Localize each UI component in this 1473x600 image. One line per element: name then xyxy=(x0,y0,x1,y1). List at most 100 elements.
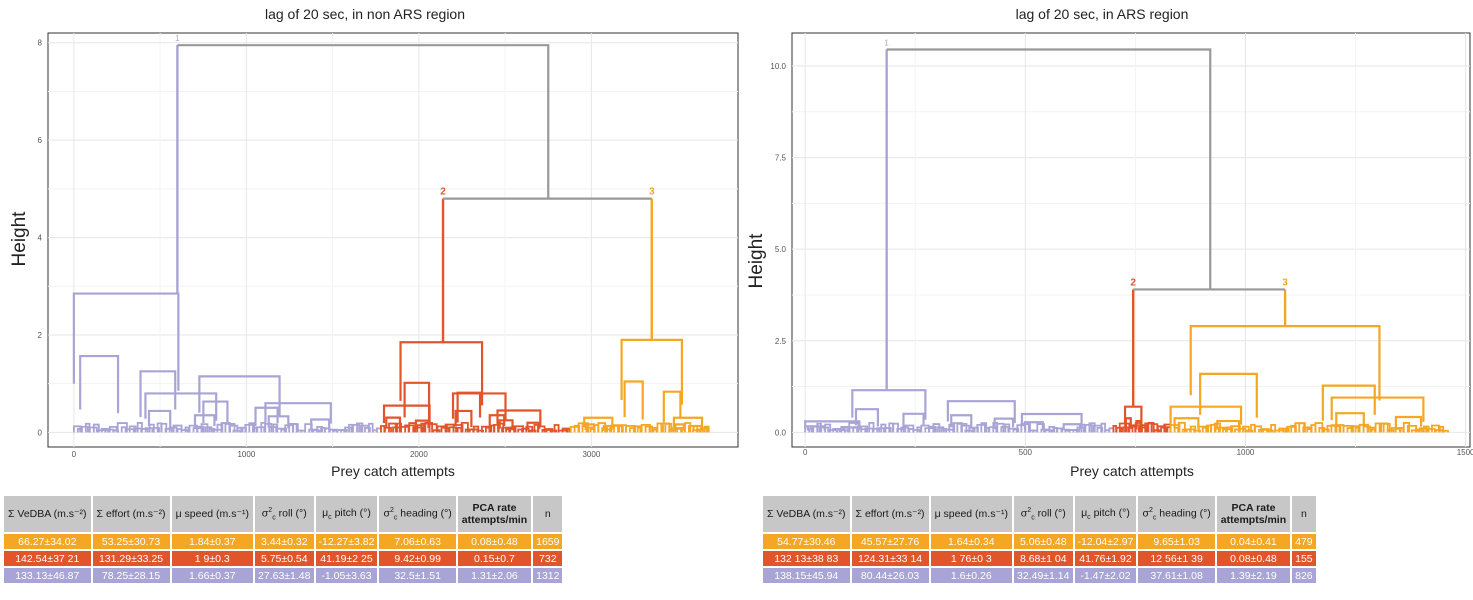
leaf-branch xyxy=(1246,429,1254,433)
table-cell: 1.39±2.19 xyxy=(1216,568,1291,583)
right-panel: lag of 20 sec, in ARS region Height 0.0 2… xyxy=(737,0,1473,600)
cluster-1-branches xyxy=(72,45,382,433)
table-row: 133.13±46.87 78.25±28.15 1.66±0.37 27.63±1.… xyxy=(4,568,563,583)
leaf-branch xyxy=(684,422,692,433)
table-header-cell: Σ VeDBA (m.s⁻²) xyxy=(763,496,850,532)
table-cell: 5.06±0.48 xyxy=(1014,534,1073,549)
table-row: 142.54±37 21 131.29±33.25 1 9±0.3 5.75±0.54… xyxy=(4,551,563,566)
table-cell: 124.31±33 14 xyxy=(851,551,929,566)
sub-branch xyxy=(267,415,290,429)
table-cell: 41.19±2 25 xyxy=(315,551,378,566)
leaf-branch xyxy=(1266,429,1274,433)
table-header-cell: μ speed (m.s⁻¹) xyxy=(930,496,1013,532)
table-cell: 32.5±1.51 xyxy=(379,568,456,583)
leaf-branch xyxy=(1096,426,1104,433)
leaf-branch xyxy=(1197,425,1210,433)
sub-branch xyxy=(662,390,682,423)
sub-branch xyxy=(403,381,431,420)
leaf-branch xyxy=(695,428,704,433)
leaf-branch xyxy=(549,429,558,433)
sub-branch xyxy=(1216,419,1241,430)
sub-branch xyxy=(950,414,973,429)
leaf-branch xyxy=(432,429,441,433)
leaf-branch xyxy=(1270,424,1277,433)
leaf-branch xyxy=(1414,428,1423,433)
y-tick-label: 6 xyxy=(38,136,43,145)
sub-branch xyxy=(672,416,704,429)
leaf-branch xyxy=(216,423,224,433)
leaf-branch xyxy=(1362,425,1372,433)
y-tick-label: 8 xyxy=(38,39,43,48)
sub-branch xyxy=(72,292,180,391)
table-cell: 155 xyxy=(1292,551,1316,566)
y-tick-label: 7.5 xyxy=(775,154,787,163)
table-cell: 3.44±0.32 xyxy=(255,534,314,549)
sub-branch xyxy=(1124,417,1132,429)
dendrogram-plot: 0.0 2.5 5.0 7.5 10.0 0 500 1000 1500 1 2 3 xyxy=(770,32,1473,457)
table-header-cell: σ2c heading (°) xyxy=(1138,496,1215,532)
table-header-cell: n xyxy=(1292,496,1316,532)
root-merge-branch xyxy=(886,48,1212,290)
plot-frame xyxy=(791,32,1471,448)
table-row: 66.27±34.02 53.25±30.73 1.84±0.37 3.44±0.32… xyxy=(4,534,563,549)
table-cell: 7.06±0.63 xyxy=(379,534,456,549)
leaf-branch xyxy=(352,423,360,433)
sub-branch xyxy=(399,341,484,406)
leaf-branch xyxy=(884,427,892,433)
table-header-cell: μ speed (m.s⁻¹) xyxy=(171,496,254,532)
table-cell: -12.04±2.97 xyxy=(1074,534,1137,549)
leaf-branch xyxy=(1439,425,1445,433)
sub-branch xyxy=(79,354,120,414)
leaf-branch xyxy=(656,422,664,433)
leaf-branch xyxy=(1189,425,1197,433)
leaf-branch xyxy=(1084,423,1093,433)
leaf-branch xyxy=(1193,429,1201,433)
cluster-label-1: 1 xyxy=(884,38,889,47)
table-cell: 479 xyxy=(1292,534,1316,549)
y-tick-label: 2.5 xyxy=(775,337,787,346)
leaf-branch xyxy=(136,422,143,433)
sub-branch xyxy=(1321,384,1376,421)
table-header-row: Σ VeDBA (m.s⁻²) Σ effort (m.s⁻²) μ speed (… xyxy=(4,496,563,532)
leaf-branch xyxy=(1350,425,1360,433)
table-cell: 133.13±46.87 xyxy=(4,568,91,583)
leaf-branch xyxy=(1443,429,1449,433)
leaf-branch xyxy=(1346,427,1354,433)
plot-frame xyxy=(47,32,739,448)
leaf-branch xyxy=(224,423,236,433)
table-header-cell: σ2c heading (°) xyxy=(379,496,456,532)
leaf-branch xyxy=(1100,422,1106,433)
sub-branch xyxy=(806,425,826,431)
leaf-branch xyxy=(529,429,537,433)
table-cell: -1.05±3.63 xyxy=(315,568,378,583)
table-cell: 142.54±37 21 xyxy=(4,551,91,566)
leaf-branch xyxy=(316,425,323,433)
sub-branch xyxy=(946,400,1016,424)
table-header-cell: μc pitch (°) xyxy=(1074,496,1137,532)
leaf-branch xyxy=(436,425,448,433)
x-tick-label: 0 xyxy=(803,448,808,457)
leaf-branch xyxy=(80,425,89,433)
table-row: 138.15±45.94 80.44±26.03 1.6±0.26 32.49±1.1… xyxy=(763,568,1316,583)
cluster-1-branches xyxy=(804,49,1115,433)
sub-branch xyxy=(1335,412,1365,428)
root-merge-branch xyxy=(177,44,550,199)
leaf-branch xyxy=(180,429,189,433)
table-header-cell: σ2c roll (°) xyxy=(255,496,314,532)
stats-table: Σ VeDBA (m.s⁻²) Σ effort (m.s⁻²) μ speed (… xyxy=(761,494,1318,585)
leaf-branch xyxy=(703,425,710,433)
table-cell: 80.44±26.03 xyxy=(851,568,929,583)
sub-branch xyxy=(198,375,281,416)
sub-branch xyxy=(1023,421,1044,430)
table-header-row: Σ VeDBA (m.s⁻²) Σ effort (m.s⁻²) μ speed (… xyxy=(763,496,1316,532)
table-header-cell: σ2c roll (°) xyxy=(1014,496,1073,532)
leaf-branch xyxy=(664,422,673,433)
sub-branch xyxy=(854,408,879,427)
y-tick-label: 5.0 xyxy=(775,245,787,254)
sub-branch xyxy=(851,389,927,420)
leaf-branch xyxy=(956,422,968,433)
chart-title: lag of 20 sec, in ARS region xyxy=(1015,6,1189,22)
leaf-branch xyxy=(644,425,653,433)
sub-branch xyxy=(1062,423,1082,431)
leaf-branch xyxy=(1072,428,1081,433)
